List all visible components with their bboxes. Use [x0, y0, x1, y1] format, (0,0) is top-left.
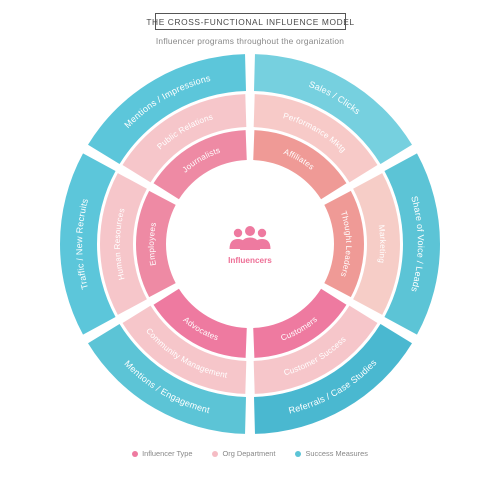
- legend-dot: [132, 450, 139, 457]
- middle-ring-segment: [100, 173, 147, 315]
- inner-ring-label: Employees: [147, 222, 158, 267]
- inner-ring-segment: [324, 190, 364, 298]
- page-subtitle: Influencer programs throughout the organ…: [155, 36, 345, 46]
- outer-ring-segment: [87, 54, 246, 165]
- legend-dot: [212, 450, 219, 457]
- outer-ring-segment: [254, 54, 413, 165]
- wheel-segments: [60, 54, 441, 434]
- outer-ring-segment: [87, 323, 246, 434]
- outer-ring-segment: [254, 323, 413, 434]
- middle-ring-segment: [353, 173, 401, 315]
- legend-item-org-department: Org Department: [212, 449, 275, 458]
- legend-label: Org Department: [222, 449, 276, 458]
- middle-ring-segment: [253, 305, 378, 394]
- middle-ring-segment: [253, 94, 378, 183]
- inner-ring-segment: [253, 130, 347, 200]
- legend-dot: [295, 450, 302, 457]
- wheel-center: Influencers: [228, 226, 272, 265]
- middle-ring-segment: [122, 94, 247, 183]
- legend-item-influencer-type: Influencer Type: [132, 449, 192, 458]
- legend-item-success-measures: Success Measures: [295, 449, 368, 458]
- title-box: THE CROSS-FUNCTIONAL INFLUENCE MODEL: [146, 13, 354, 30]
- outer-ring-segment: [384, 153, 441, 335]
- people-group-icon: [229, 226, 271, 250]
- middle-ring-segment: [122, 305, 247, 394]
- page-title: THE CROSS-FUNCTIONAL INFLUENCE MODEL: [146, 16, 355, 27]
- legend-label: Success Measures: [305, 449, 368, 458]
- center-label: Influencers: [228, 256, 272, 265]
- inner-ring-segment: [136, 190, 176, 298]
- inner-ring-segment: [153, 288, 247, 358]
- middle-ring-label: Human Resources: [113, 207, 127, 281]
- inner-ring-segment: [253, 288, 347, 358]
- legend-label: Influencer Type: [142, 449, 193, 458]
- outer-ring-segment: [60, 153, 116, 335]
- legend: Influencer Type Org Department Success M…: [0, 449, 500, 458]
- inner-ring-segment: [153, 130, 247, 200]
